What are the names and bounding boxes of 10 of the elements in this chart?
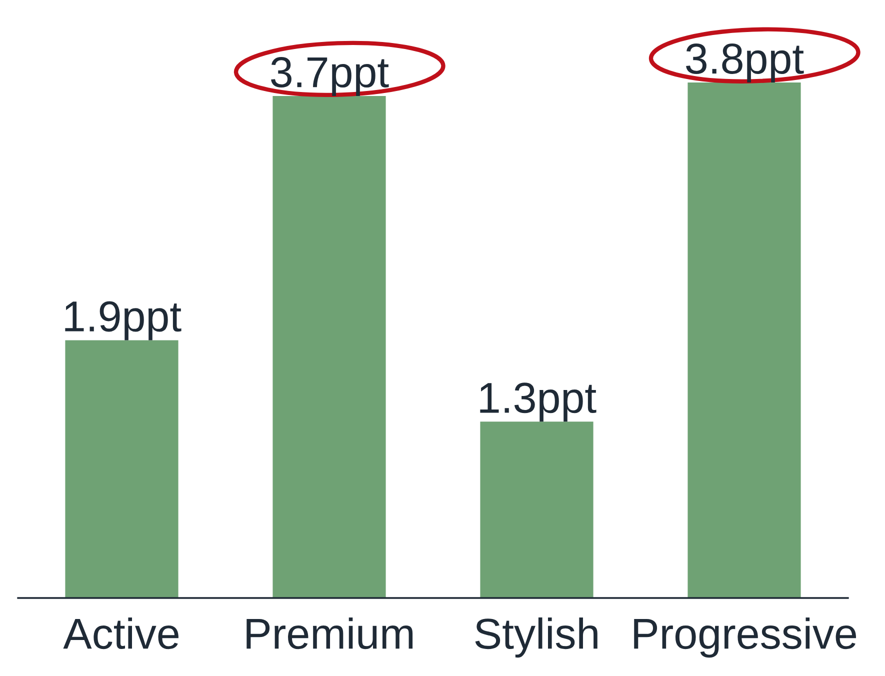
data-label: 1.9ppt bbox=[65, 301, 182, 340]
x-tick-label: Active bbox=[63, 617, 178, 650]
data-label: 3.8ppt bbox=[686, 43, 804, 82]
x-tick-label: Premium bbox=[246, 617, 413, 650]
data-label: 3.7ppt bbox=[271, 57, 389, 96]
bar bbox=[480, 422, 594, 598]
x-tick-label: Progressive bbox=[634, 617, 856, 658]
data-label: 1.3ppt bbox=[480, 382, 596, 422]
x-tick-label: Stylish bbox=[475, 617, 598, 658]
bar bbox=[65, 340, 178, 598]
